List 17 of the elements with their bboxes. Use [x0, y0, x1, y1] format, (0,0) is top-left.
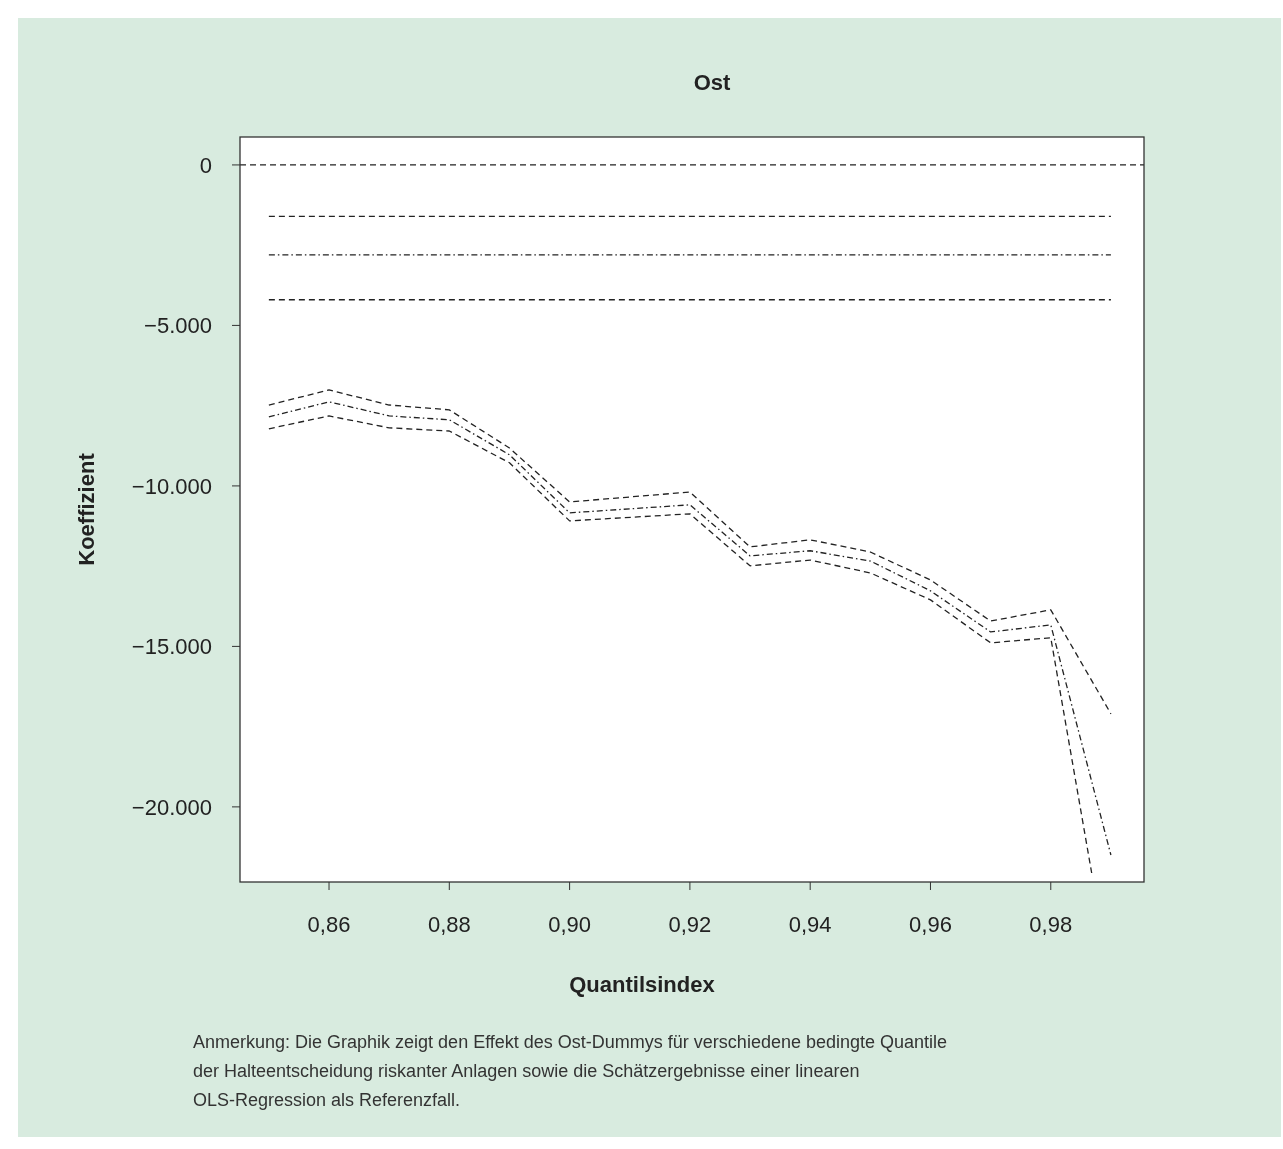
y-tick-label: −15.000 — [131, 634, 212, 660]
chart-title: Ost — [693, 70, 731, 95]
x-tick-label: 0,86 — [307, 912, 351, 937]
y-tick-label: 0 — [199, 152, 212, 178]
y-tick-label: −10.000 — [131, 473, 212, 499]
x-tick-label: 0,92 — [668, 912, 712, 937]
x-tick-label: 0,98 — [1029, 912, 1073, 937]
x-tick-label: 0,90 — [548, 912, 592, 937]
y-axis-title: Koeffizient — [74, 452, 99, 566]
text: Anmerkung: Die Graphik zeigt den Effekt des Ost-Dummys für verschiedene bedingte Quantile der Halteentscheidung riskanter Anlagen sowie die Schätzergebnisse einer linearen OLS-Regression als Referenzfall. — [193, 1032, 948, 1110]
y-tick-label: −20.000 — [131, 794, 212, 820]
x-axis-title: Quantilsindex — [569, 972, 716, 997]
x-tick-label: 0,94 — [788, 912, 832, 937]
y-tick-label: −5.000 — [144, 313, 212, 339]
line-series — [268, 389, 1112, 715]
x-tick-label: 0,96 — [909, 912, 952, 937]
x-tick-label: 0,88 — [427, 912, 471, 937]
